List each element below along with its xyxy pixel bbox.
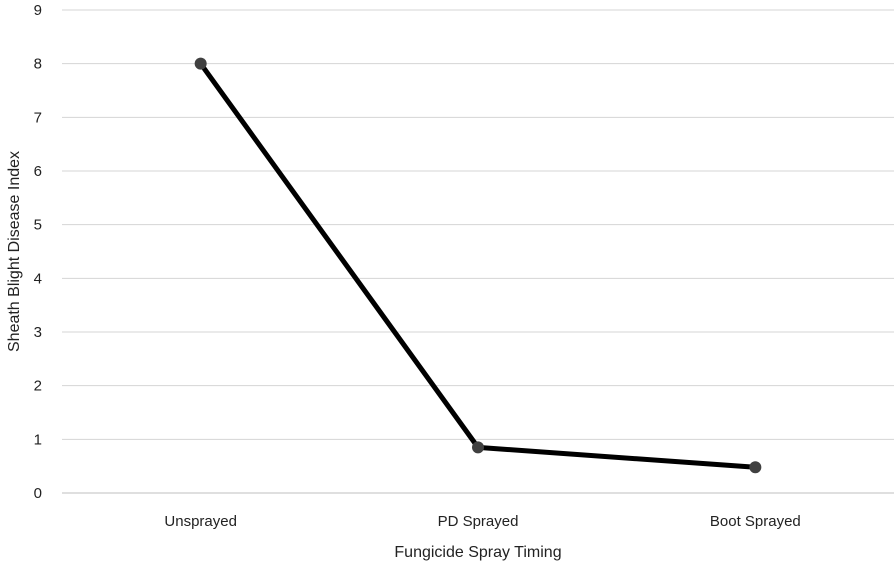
y-tick-label: 7 <box>34 109 42 126</box>
y-axis-tick-labels: 0 1 2 3 4 5 6 7 8 9 <box>34 2 42 502</box>
y-axis-title: Sheath Blight Disease Index <box>6 151 23 352</box>
gridlines <box>62 9 894 494</box>
y-tick-label: 4 <box>34 270 42 287</box>
x-tick-label: Boot Sprayed <box>710 513 801 530</box>
y-tick-label: 6 <box>34 163 42 180</box>
y-tick-label: 8 <box>34 56 42 73</box>
x-tick-label: PD Sprayed <box>438 513 519 530</box>
x-axis-title: Fungicide Spray Timing <box>394 544 561 561</box>
x-axis-tick-labels: Unsprayed PD Sprayed Boot Sprayed <box>164 513 800 530</box>
data-point-boot-sprayed <box>749 461 762 474</box>
y-tick-label: 2 <box>34 378 42 395</box>
series-layer <box>194 57 762 474</box>
y-tick-label: 5 <box>34 217 42 234</box>
y-tick-label: 9 <box>34 2 42 19</box>
y-tick-label: 0 <box>34 485 42 502</box>
series-line <box>198 61 758 470</box>
data-point-unsprayed <box>194 57 207 70</box>
data-point-pd-sprayed <box>472 441 484 454</box>
y-tick-label: 1 <box>34 431 42 448</box>
x-tick-label: Unsprayed <box>164 513 237 530</box>
y-tick-label: 3 <box>34 324 42 341</box>
